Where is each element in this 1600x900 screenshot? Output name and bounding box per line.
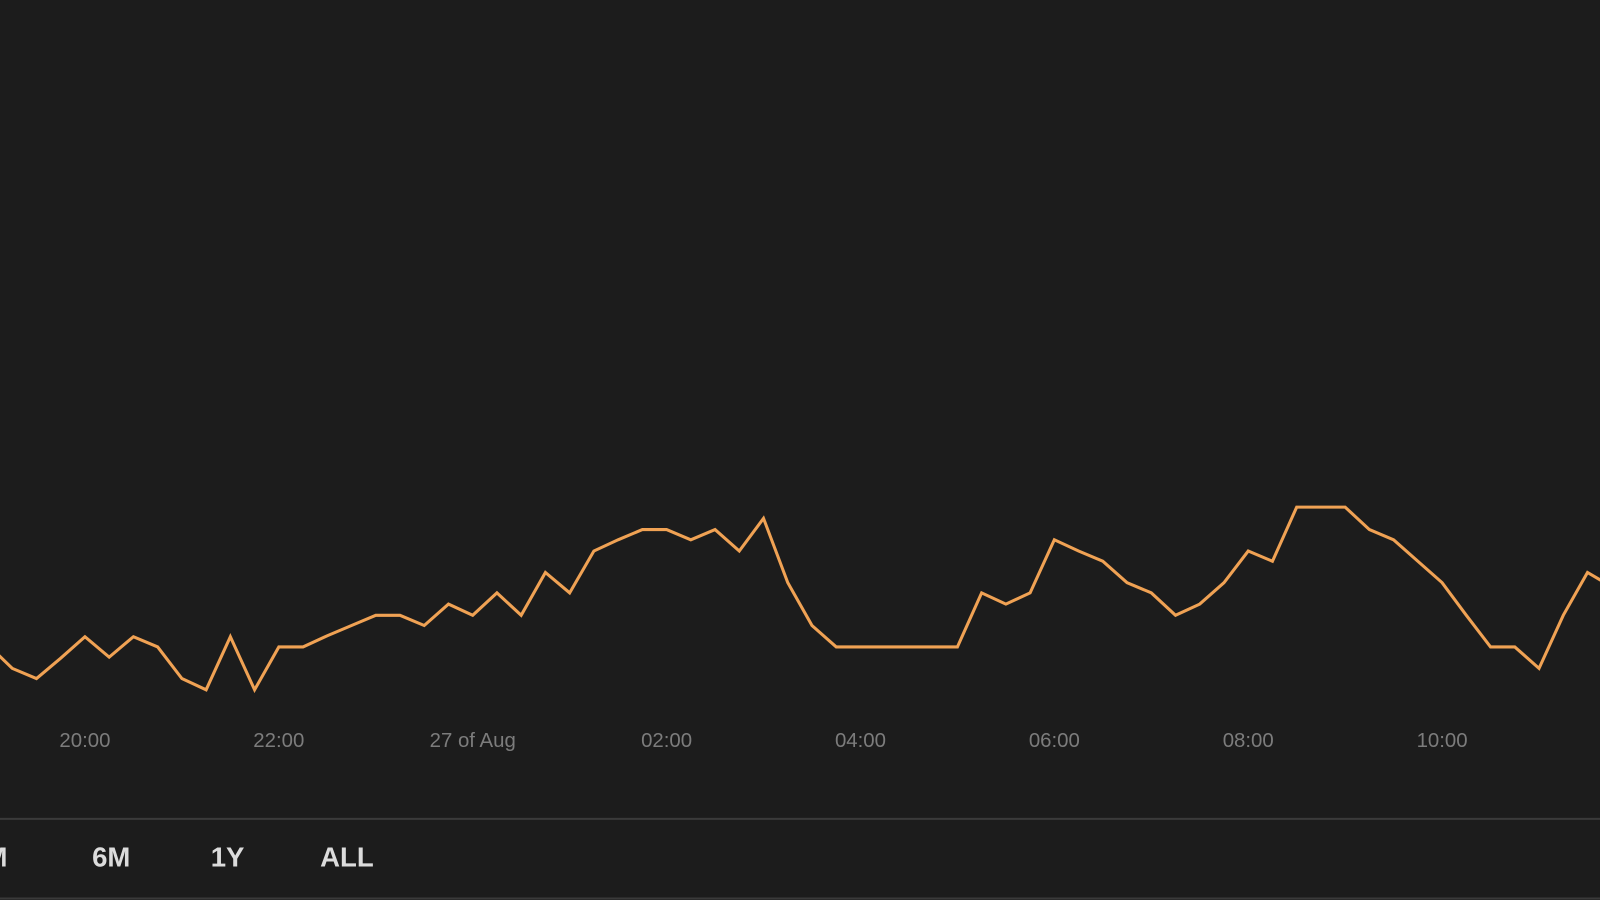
x-tick-label: 10:00 bbox=[1417, 730, 1468, 752]
range-button[interactable]: 1Y bbox=[211, 841, 245, 872]
x-tick-label: 27 of Aug bbox=[430, 730, 516, 752]
x-tick-label: 20:00 bbox=[59, 730, 110, 752]
x-tick-label: 04:00 bbox=[835, 730, 886, 752]
x-tick-label: 06:00 bbox=[1029, 730, 1080, 752]
range-button[interactable]: 6M bbox=[92, 841, 130, 872]
price-line bbox=[0, 505, 1600, 694]
x-tick-label: 08:00 bbox=[1223, 730, 1274, 752]
x-tick-label: 02:00 bbox=[641, 730, 692, 752]
range-buttons: M 6M 1Y ALL bbox=[0, 841, 374, 872]
x-tick-label: 22:00 bbox=[253, 730, 304, 752]
range-button[interactable]: ALL bbox=[320, 841, 374, 872]
range-button[interactable]: M bbox=[0, 841, 7, 872]
